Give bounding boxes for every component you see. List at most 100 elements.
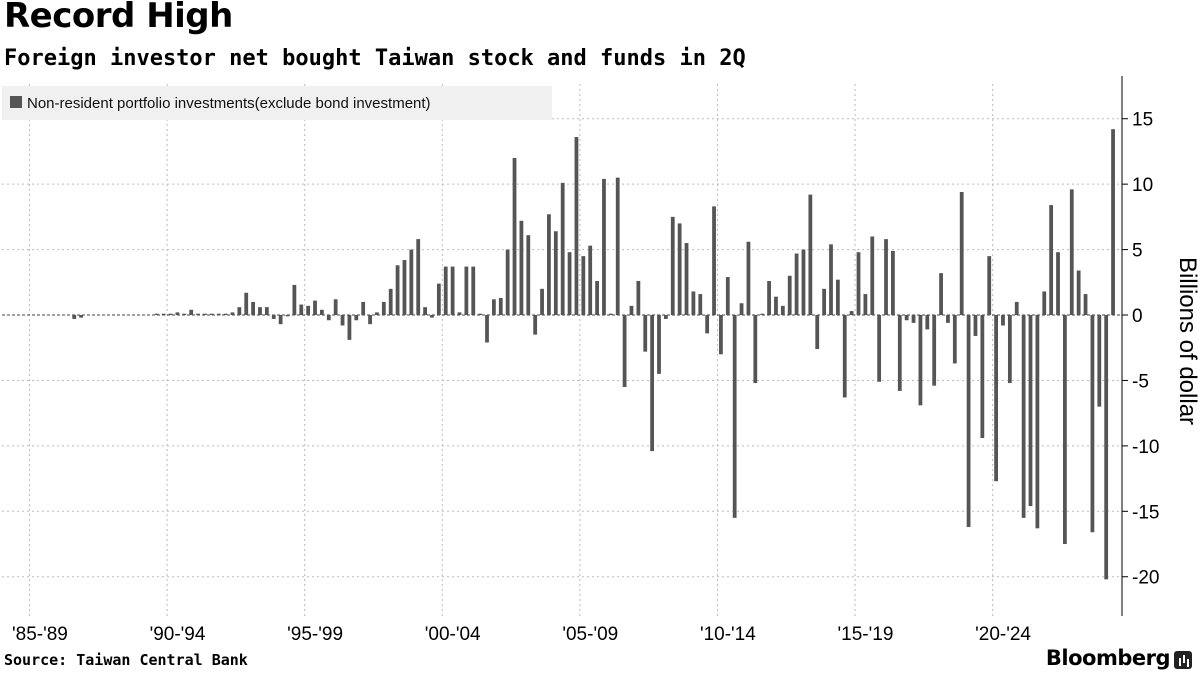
bar — [946, 315, 950, 323]
bar — [911, 315, 916, 323]
bloomberg-chart-icon — [1174, 651, 1192, 669]
bar — [216, 313, 221, 316]
bar — [423, 307, 427, 316]
bar — [471, 266, 476, 316]
bar — [547, 214, 551, 316]
bar — [1028, 315, 1033, 507]
bar — [1042, 291, 1047, 316]
bar — [72, 315, 77, 319]
y-tick-label: 5 — [1132, 241, 1143, 262]
bar — [588, 245, 593, 316]
y-tick-label: -20 — [1132, 568, 1159, 589]
bar — [375, 312, 379, 316]
bar — [567, 252, 572, 316]
bar — [1056, 252, 1060, 316]
bar — [842, 315, 847, 398]
bar — [1021, 315, 1026, 518]
chart-subtitle: Foreign investor net bought Taiwan stock… — [4, 46, 746, 71]
bar — [739, 303, 744, 316]
bar — [891, 250, 895, 316]
bar — [677, 223, 682, 316]
source-note: Source: Taiwan Central Bank — [4, 651, 248, 669]
bar — [877, 315, 882, 382]
bar — [203, 313, 207, 316]
x-tick-label: '20-'24 — [975, 624, 1031, 645]
legend-label: Non-resident portfolio investments(exclu… — [27, 95, 431, 112]
bar — [237, 307, 242, 316]
bar — [595, 280, 599, 316]
bar — [787, 275, 792, 316]
y-tick-label: -15 — [1132, 502, 1159, 523]
legend: Non-resident portfolio investments(exclu… — [2, 86, 552, 120]
bar — [939, 273, 943, 316]
bar — [1111, 129, 1115, 316]
bar — [753, 315, 758, 384]
bar — [774, 296, 778, 316]
bar — [223, 313, 228, 316]
bar — [340, 315, 345, 326]
bar — [980, 315, 985, 439]
bar — [402, 260, 407, 316]
bar — [657, 315, 661, 374]
bar — [829, 244, 833, 316]
bar — [271, 315, 276, 319]
bar — [684, 243, 689, 316]
bar — [485, 315, 489, 343]
bar — [725, 277, 730, 316]
bar — [897, 315, 902, 391]
bar — [1083, 294, 1088, 316]
bar — [79, 315, 84, 318]
bar — [354, 315, 359, 321]
bar — [602, 178, 606, 316]
bar — [333, 299, 338, 316]
bar — [436, 283, 441, 316]
bar — [244, 292, 249, 316]
bar — [698, 294, 703, 316]
bar — [519, 220, 524, 316]
bar — [498, 298, 503, 316]
bar — [381, 301, 386, 316]
bar — [1007, 315, 1012, 384]
bar — [306, 305, 311, 316]
x-tick-label: '85-'89 — [12, 624, 68, 645]
bar — [313, 300, 317, 316]
bar — [492, 299, 496, 316]
bar — [1097, 315, 1102, 407]
bar — [189, 309, 194, 316]
bar — [835, 279, 840, 316]
bar — [168, 313, 173, 316]
bar — [526, 235, 531, 316]
bar — [884, 239, 888, 316]
bar — [615, 177, 620, 316]
bar — [154, 313, 159, 316]
bar — [278, 315, 283, 325]
bar — [959, 192, 964, 316]
bar — [388, 288, 393, 316]
bar — [505, 249, 510, 316]
bar — [553, 231, 558, 316]
bar — [849, 311, 854, 316]
x-tick-label: '00-'04 — [425, 624, 481, 645]
bar — [650, 315, 655, 452]
bar — [691, 291, 696, 316]
x-tick-label: '90-'94 — [150, 624, 206, 645]
bar — [1049, 205, 1054, 316]
bar — [712, 206, 716, 316]
bar — [443, 266, 448, 316]
bar — [264, 307, 269, 316]
bar — [636, 280, 641, 316]
bar — [230, 312, 235, 316]
y-tick-label: -5 — [1132, 371, 1149, 392]
bar — [478, 313, 483, 316]
x-tick-label: '95-'99 — [287, 624, 343, 645]
bar — [801, 249, 806, 316]
bar — [904, 315, 909, 321]
bar — [347, 315, 352, 340]
bar — [409, 249, 414, 316]
bar — [1090, 315, 1095, 533]
bar — [705, 315, 710, 334]
bar — [1076, 270, 1081, 316]
bar — [533, 315, 538, 335]
bar — [540, 288, 544, 316]
